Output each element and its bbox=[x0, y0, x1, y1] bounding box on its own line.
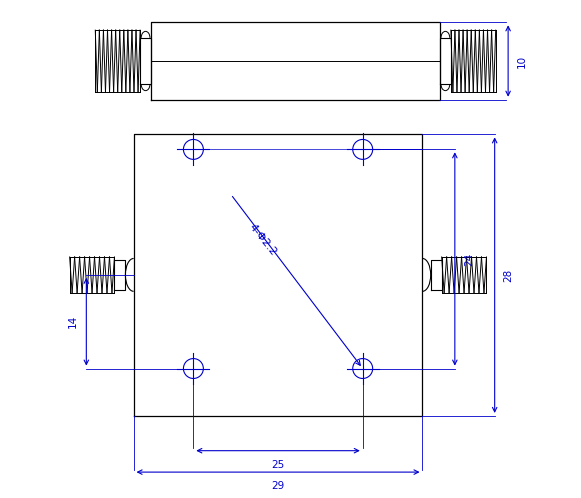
Text: 29: 29 bbox=[271, 481, 285, 491]
Text: 24: 24 bbox=[464, 252, 474, 265]
Text: 25: 25 bbox=[271, 460, 285, 470]
Text: 4-Φ2.2: 4-Φ2.2 bbox=[247, 222, 278, 257]
Text: 14: 14 bbox=[67, 315, 77, 328]
Text: 28: 28 bbox=[504, 268, 514, 282]
Text: 10: 10 bbox=[517, 54, 527, 68]
